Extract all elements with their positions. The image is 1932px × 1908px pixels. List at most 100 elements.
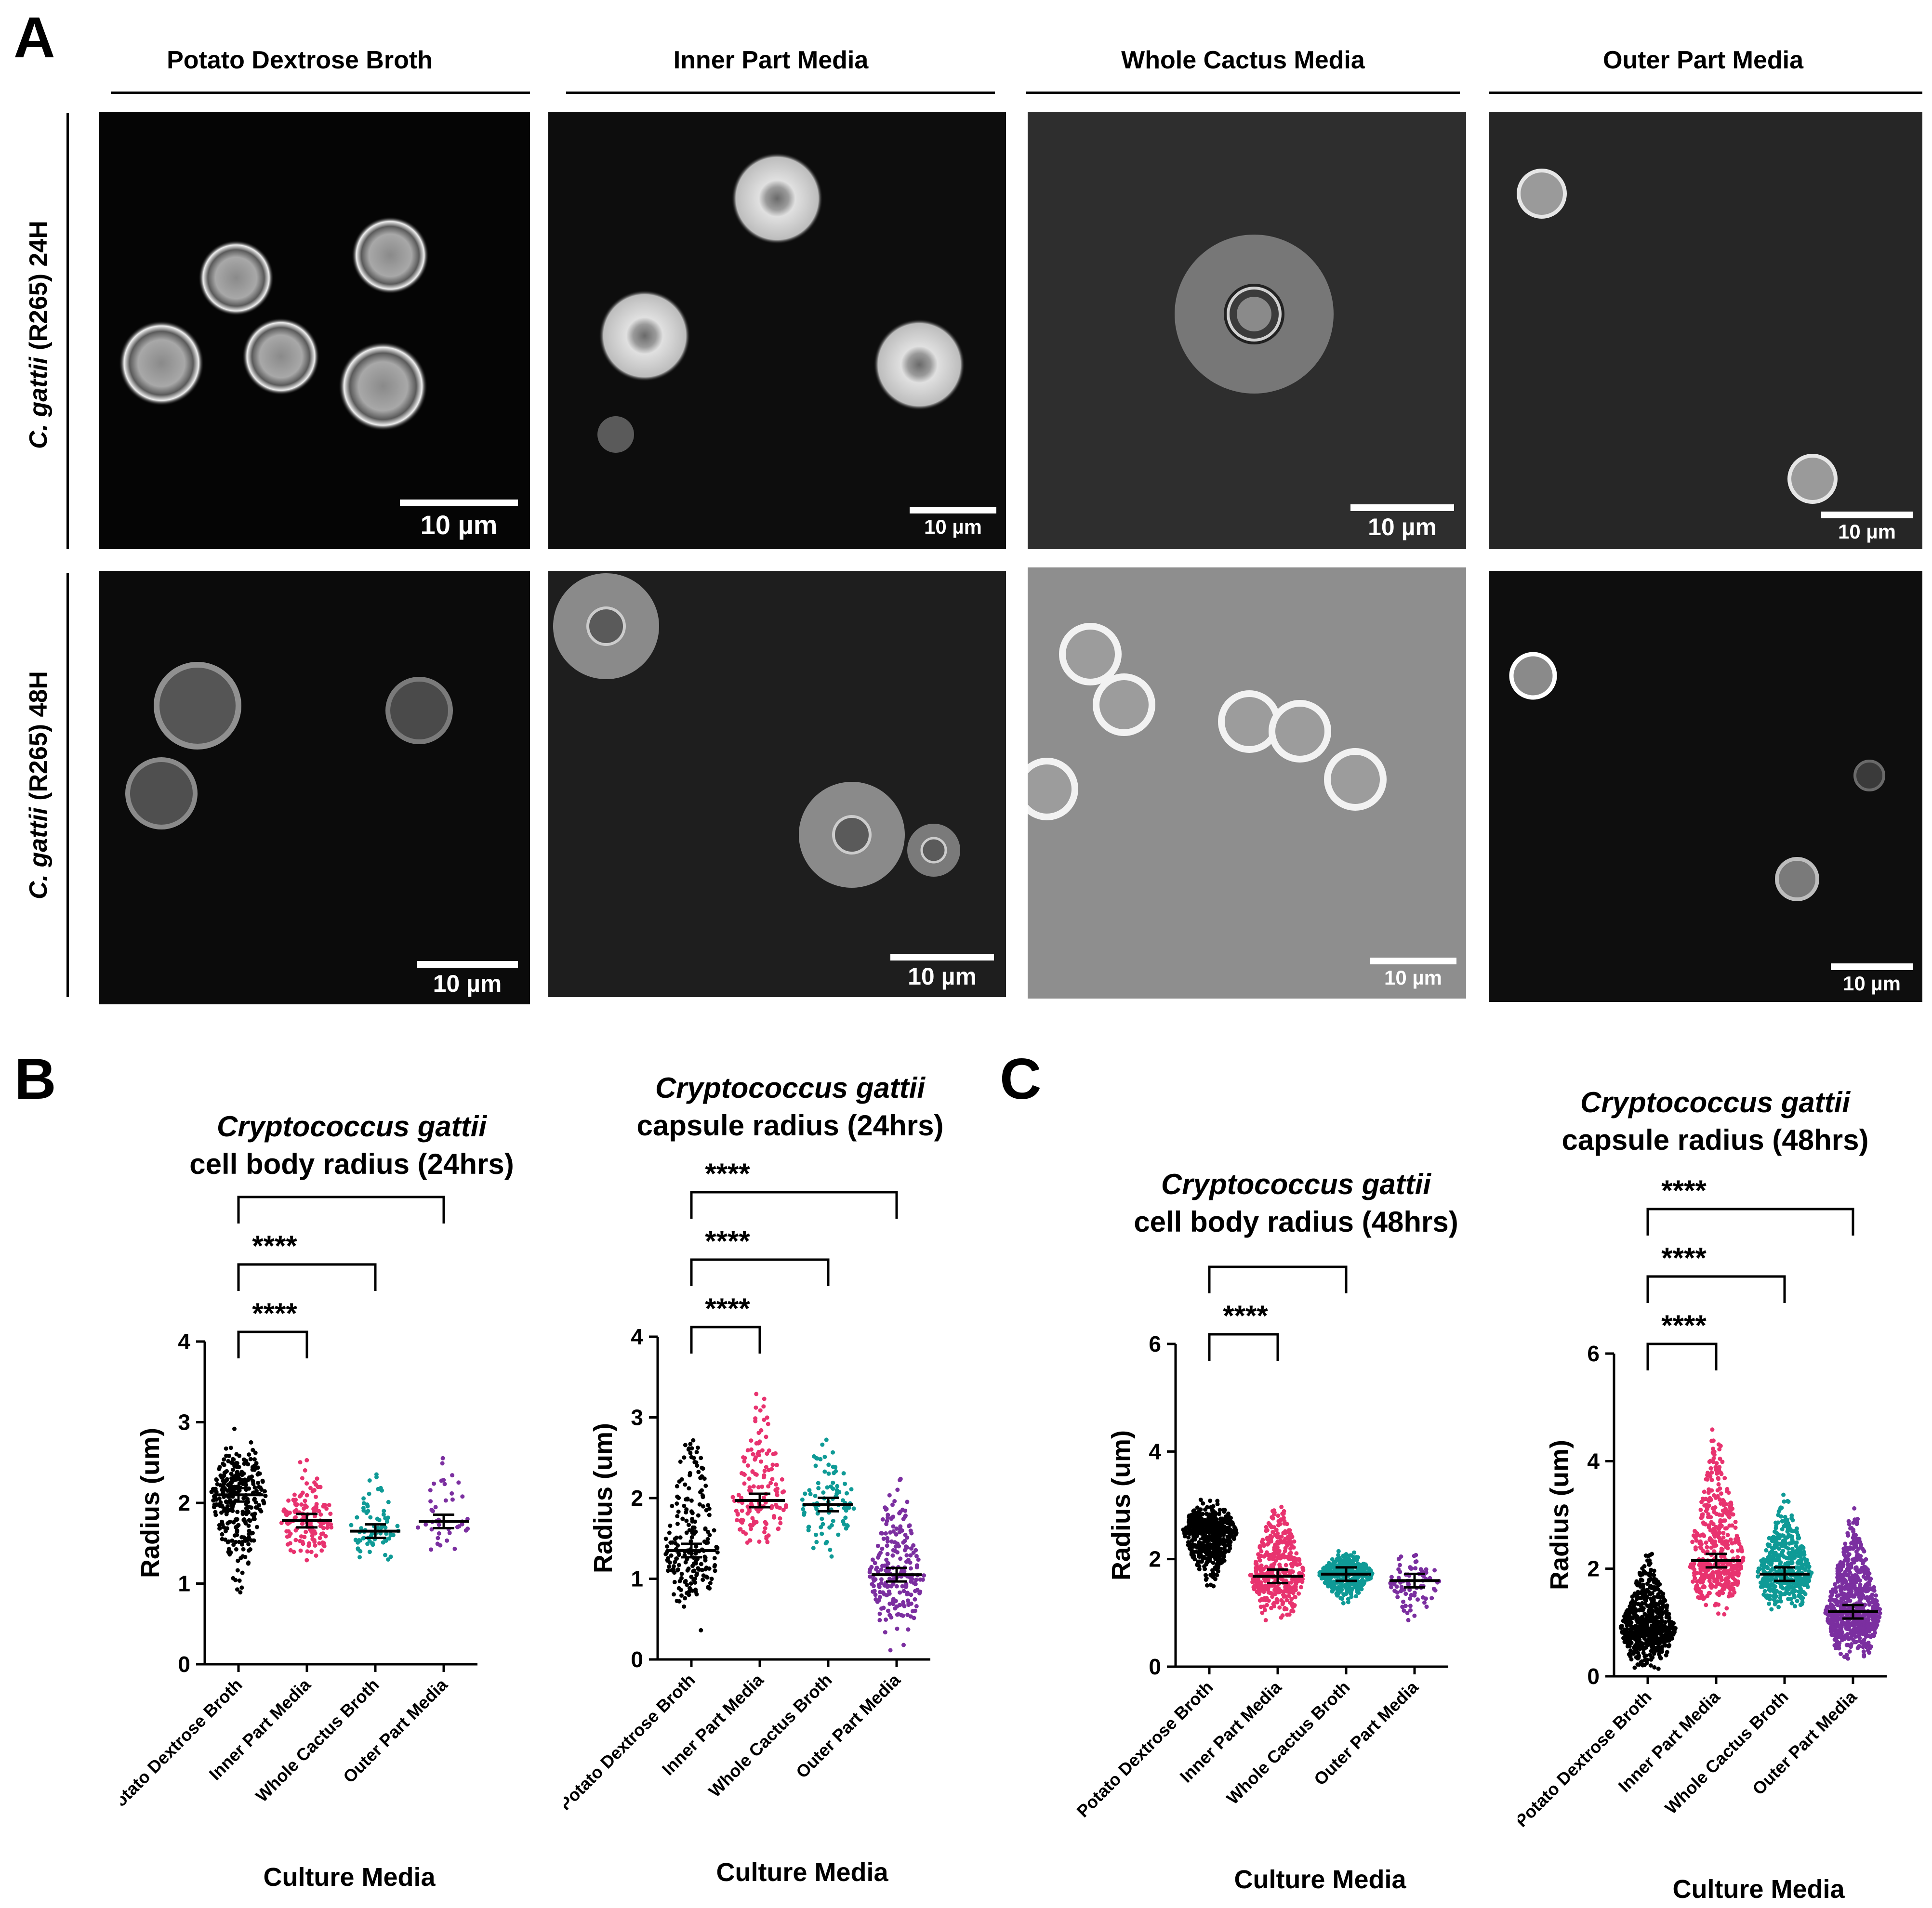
data-point [900,1602,905,1607]
scale-bar-label: 10 µm [908,963,977,990]
micrograph-inner-24h: 10 µm [548,112,1006,549]
data-point [1637,1630,1641,1635]
chart-title-text: cell body radius (24hrs) [189,1148,514,1180]
data-point [212,1504,216,1509]
data-point [1350,1587,1354,1592]
data-point [1790,1589,1795,1594]
data-point [1717,1465,1722,1470]
data-point [1736,1568,1741,1573]
data-point [691,1456,696,1461]
significance-stars: **** [1223,1300,1268,1332]
data-point [1847,1552,1852,1557]
data-point [1712,1579,1717,1584]
data-point [845,1506,850,1510]
data-point [834,1488,839,1493]
data-point [906,1627,911,1632]
data-point [1632,1649,1637,1654]
data-point [1864,1645,1868,1649]
data-point [1866,1617,1871,1621]
data-point [1191,1544,1196,1549]
data-point [679,1593,684,1598]
data-point [1199,1559,1204,1564]
data-point [1844,1556,1849,1561]
data-point [666,1568,670,1573]
data-point [1192,1557,1197,1562]
data-point [1194,1533,1199,1538]
data-point [1712,1493,1717,1498]
data-point [220,1532,225,1537]
data-point [1257,1589,1262,1594]
data-point [1202,1564,1207,1569]
data-point [880,1564,885,1568]
data-point [1272,1525,1276,1530]
data-point [1872,1601,1877,1605]
data-point [1279,1598,1284,1603]
data-point [1413,1560,1418,1564]
data-point [1287,1555,1292,1560]
data-point [1867,1600,1871,1605]
data-point [1790,1518,1795,1523]
data-point [745,1504,750,1509]
data-point [1628,1630,1633,1634]
micrograph-image [1028,623,1387,820]
data-point [1224,1527,1229,1531]
data-point [803,1491,807,1496]
data-point [300,1476,304,1481]
data-point [1211,1508,1215,1513]
data-point [305,1549,310,1554]
data-point [699,1628,703,1632]
data-point [875,1543,880,1548]
data-point [1871,1620,1876,1625]
data-point [1856,1553,1861,1557]
data-point [1802,1550,1806,1554]
micrograph-image [1175,235,1334,394]
data-point [386,1500,391,1504]
data-point [1261,1543,1266,1548]
data-point [303,1499,307,1503]
data-point [1716,1573,1720,1577]
data-point [225,1521,230,1526]
data-point [1764,1584,1769,1589]
data-point [1287,1528,1292,1533]
data-point [229,1472,234,1476]
data-point [824,1540,829,1544]
row-rule [66,573,69,997]
data-point [1199,1545,1204,1550]
data-point [1842,1586,1847,1591]
data-point [1789,1557,1794,1562]
data-point [1338,1589,1343,1594]
data-point [738,1527,743,1532]
data-point [694,1450,699,1455]
data-point [1275,1548,1280,1553]
data-point [881,1605,886,1610]
data-point [361,1508,366,1513]
y-tick-label: 6 [1149,1331,1161,1356]
data-point [1873,1597,1878,1602]
data-point [237,1481,242,1486]
data-point [1837,1646,1841,1651]
data-point [887,1589,891,1594]
data-point [1649,1657,1654,1662]
data-point [1776,1542,1781,1547]
data-point [1399,1554,1403,1559]
data-point [914,1554,919,1558]
data-point [1690,1540,1695,1544]
data-point [282,1507,287,1512]
data-point [1704,1603,1708,1607]
data-point [825,1485,830,1490]
data-point [317,1541,322,1546]
data-point [1627,1640,1631,1645]
data-point [1734,1580,1739,1585]
data-point [440,1456,445,1461]
data-point [1332,1586,1337,1591]
data-point [1772,1597,1776,1602]
data-point [1786,1521,1790,1526]
data-point [235,1510,240,1514]
data-point [1857,1595,1862,1599]
data-point [739,1471,744,1475]
data-point [1269,1563,1274,1568]
data-point [1356,1565,1361,1569]
data-point [754,1392,759,1396]
data-point [383,1553,387,1557]
data-point [1336,1549,1341,1553]
